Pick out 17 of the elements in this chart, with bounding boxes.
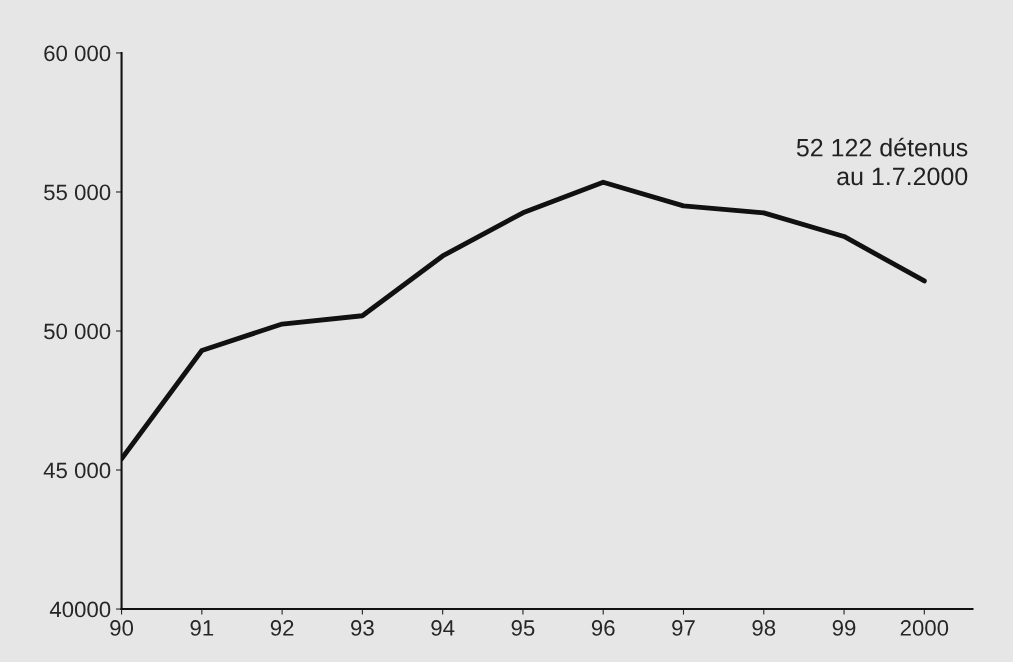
x-tick-label: 94 — [431, 620, 455, 636]
x-tick-label: 91 — [190, 620, 214, 636]
x-tick-label: 97 — [672, 620, 695, 636]
x-tick-label: 92 — [270, 620, 294, 636]
x-tick-label: 2000 — [900, 620, 949, 636]
x-tick-label: 96 — [591, 620, 615, 636]
x-tick-label: 98 — [752, 620, 776, 636]
x-tick-label: 99 — [832, 620, 856, 636]
y-tick-label: 60 000 — [44, 45, 111, 62]
y-tick-label: 45 000 — [43, 462, 111, 479]
x-tick-label: 93 — [351, 620, 374, 636]
x-tick-label: 90 — [110, 620, 134, 636]
x-tick-label: 95 — [511, 620, 535, 636]
y-tick-label: 55 000 — [44, 184, 111, 201]
y-tick-label: 40000 — [49, 601, 111, 618]
y-tick-label: 50 000 — [44, 323, 111, 340]
annotation: 52 122 détenus au 1.7.2000 — [796, 137, 968, 186]
